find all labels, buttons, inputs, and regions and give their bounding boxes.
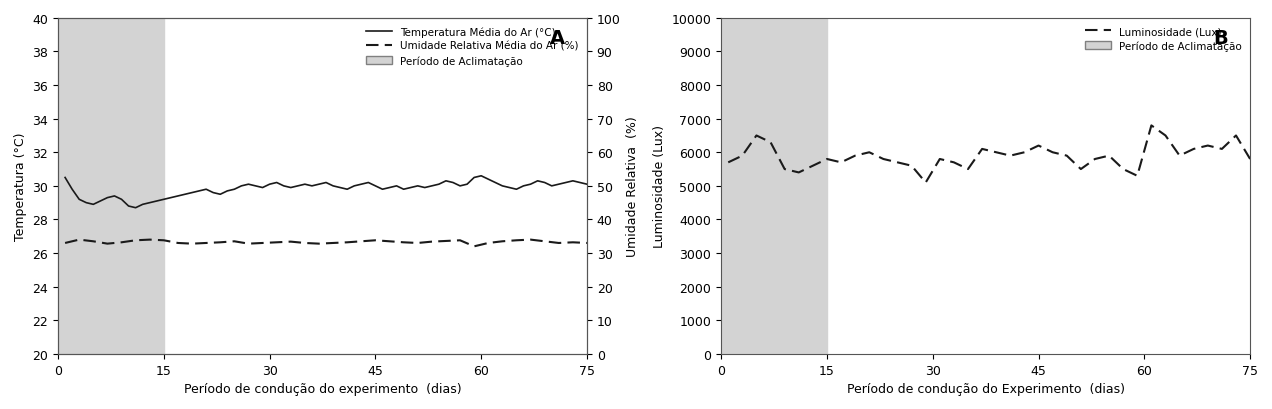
Bar — [59, 19, 164, 354]
X-axis label: Período de condução do Experimento  (dias): Período de condução do Experimento (dias… — [847, 382, 1124, 395]
Legend: Luminosidade (Lux), Período de Aclimatação: Luminosidade (Lux), Período de Aclimataç… — [1081, 24, 1245, 55]
Text: A: A — [550, 29, 565, 48]
Legend: Temperatura Média do Ar (°C), Umidade Relativa Média do Ar (%), Período de Aclim: Temperatura Média do Ar (°C), Umidade Re… — [363, 24, 581, 70]
Y-axis label: Umidade Relativa  (%): Umidade Relativa (%) — [626, 116, 639, 256]
Y-axis label: Temperatura (°C): Temperatura (°C) — [14, 132, 27, 240]
Bar — [721, 19, 827, 354]
Y-axis label: Luminosidade (Lux): Luminosidade (Lux) — [653, 125, 667, 248]
X-axis label: Período de condução do experimento  (dias): Período de condução do experimento (dias… — [183, 382, 462, 395]
Text: B: B — [1213, 29, 1227, 48]
